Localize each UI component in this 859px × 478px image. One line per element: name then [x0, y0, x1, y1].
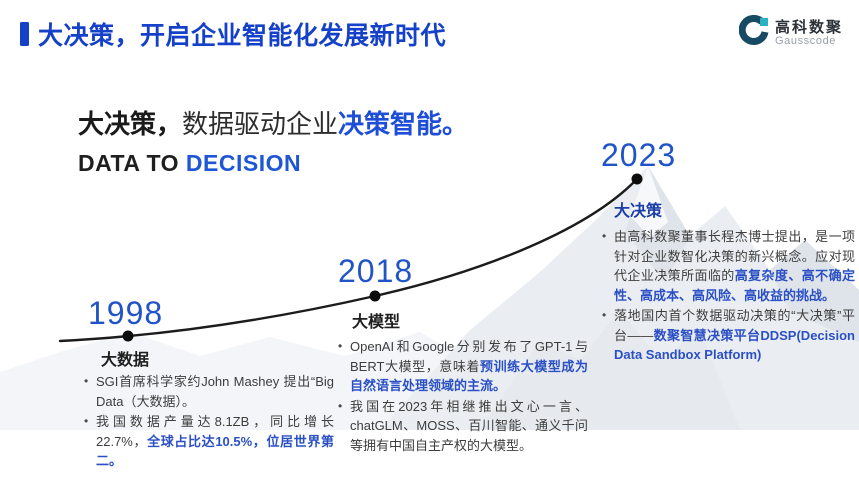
milestone-year-2018: 2018 [338, 253, 414, 289]
hero-heading: 大决策，数据驱动企业决策智能。 DATA TO DECISION [78, 108, 468, 177]
milestone-bullets-1998: • SGI首席科学家约John Mashey 提出“Big Data（大数据）。… [84, 372, 334, 472]
gausscode-logo-icon [738, 14, 769, 52]
list-item: • 落地国内首个数据驱动决策的“大决策”平台——数聚智慧决策平台DDSP(Dec… [602, 306, 855, 365]
hero-line-en: DATA TO DECISION [78, 150, 468, 177]
bullet-text: 我国在2023年相继推出文心一言、chatGLM、MOSS、百川智能、通义千问等… [350, 398, 588, 453]
milestone-dot-2023 [631, 173, 643, 185]
hero-decision: DECISION [185, 149, 302, 176]
milestone-year-1998: 1998 [88, 295, 164, 331]
bullet-text: 我国数据产量达8.1ZB，同比增长22.7%，全球占比达10.5%，位居世界第二… [96, 414, 334, 468]
bullet-icon: • [338, 339, 343, 353]
bullet-text: OpenAI和Google分别发布了GPT-1与BERT大模型，意味着预训练大模… [350, 339, 588, 393]
logo-name: 高科数聚 [774, 18, 843, 36]
milestone-label-1998: 大数据 [101, 352, 150, 369]
company-logo: 高科数聚 Gausscode [738, 14, 843, 52]
milestone-bullets-2023: • 由高科数聚董事长程杰博士提出，是一项针对企业数智化决策的新兴概念。应对现代企… [602, 227, 855, 366]
milestone-year-2023: 2023 [601, 137, 677, 173]
logo-subname: Gausscode [774, 34, 837, 47]
list-item: • OpenAI和Google分别发布了GPT-1与BERT大模型，意味着预训练… [338, 337, 588, 396]
milestone-bullets-2018: • OpenAI和Google分别发布了GPT-1与BERT大模型，意味着预训练… [338, 337, 588, 456]
hero-part-blue: 决策智能。 [338, 109, 469, 139]
bullet-icon: • [602, 308, 607, 322]
list-item: • SGI首席科学家约John Mashey 提出“Big Data（大数据）。 [84, 372, 334, 411]
milestone-label-2018: 大模型 [352, 314, 401, 331]
bullet-icon: • [84, 374, 89, 388]
milestone-label-2023: 大决策 [614, 203, 663, 220]
bullet-icon: • [338, 398, 343, 413]
bullet-text: 落地国内首个数据驱动决策的“大决策”平台——数聚智慧决策平台DDSP(Decis… [614, 308, 855, 362]
title-accent-bar [20, 22, 29, 46]
milestone-dot-2018 [369, 290, 381, 302]
milestone-dot-1998 [122, 330, 134, 342]
slide-title: 大决策，开启企业智能化发展新时代 [38, 22, 447, 50]
hero-part-bold: 大决策， [78, 109, 183, 139]
list-item: • 由高科数聚董事长程杰博士提出，是一项针对企业数智化决策的新兴概念。应对现代企… [602, 227, 855, 305]
hero-line-cn: 大决策，数据驱动企业决策智能。 [78, 108, 468, 141]
bullet-icon: • [602, 229, 607, 243]
bullet-text: SGI首席科学家约John Mashey 提出“Big Data（大数据）。 [96, 374, 334, 409]
logo-text: 高科数聚 Gausscode [775, 20, 843, 47]
list-item: • 我国数据产量达8.1ZB，同比增长22.7%，全球占比达10.5%，位居世界… [84, 412, 334, 471]
list-item: • 我国在2023年相继推出文心一言、chatGLM、MOSS、百川智能、通义千… [338, 397, 588, 456]
hero-data-to: DATA TO [78, 149, 186, 176]
bullet-text: 由高科数聚董事长程杰博士提出，是一项针对企业数智化决策的新兴概念。应对现代企业决… [614, 229, 855, 303]
hero-part-regular: 数据驱动企业 [182, 109, 339, 139]
bullet-icon: • [84, 414, 89, 428]
